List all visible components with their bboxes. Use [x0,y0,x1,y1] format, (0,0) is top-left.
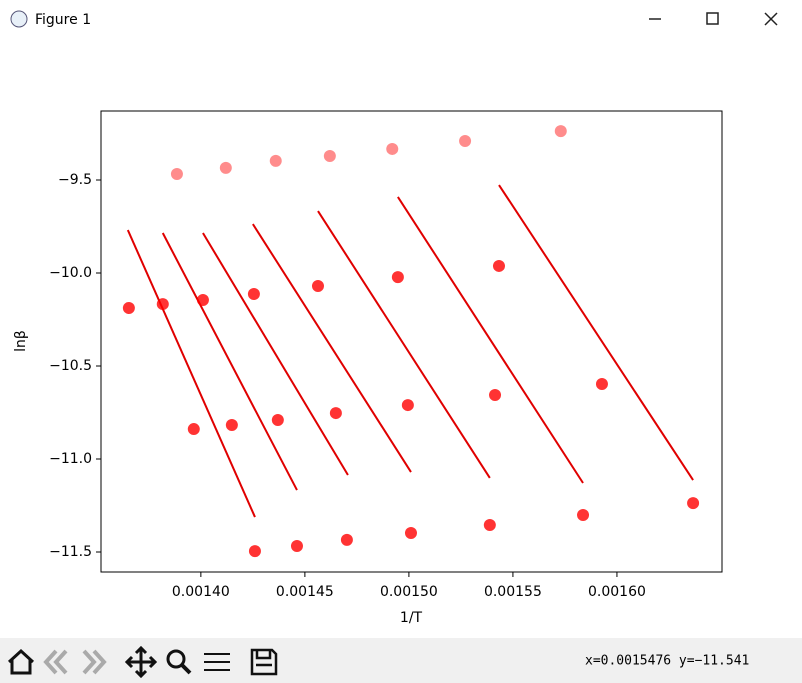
x-tick-label: 0.00150 [380,584,438,600]
x-tick-label: 0.00160 [588,584,646,600]
fit-line [498,184,694,481]
fit-line [161,232,298,491]
data-point [459,134,472,147]
data-point [269,154,282,167]
forward-button[interactable] [82,649,107,675]
data-point [554,125,567,138]
data-point [247,288,260,301]
home-button[interactable] [7,648,35,675]
data-point [156,298,169,311]
data-point [122,301,135,314]
y-tick-label: −11.5 [49,544,92,560]
x-axis-label: 1/T [400,610,423,626]
y-tick-label: −9.5 [58,172,92,188]
y-axis-label: lnβ [13,330,29,352]
pan-button[interactable] [124,645,158,679]
data-point [170,168,183,181]
back-button[interactable] [43,649,68,675]
plot-frame [100,110,723,573]
configure-button[interactable] [204,653,230,671]
data-point [225,418,238,431]
fit-line [397,196,584,484]
data-point [489,389,502,402]
data-point [595,378,608,391]
data-point [391,271,404,284]
fit-line [317,210,491,479]
zoom-button[interactable] [166,649,192,675]
data-point [687,497,700,510]
fit-line [202,232,349,476]
data-point [187,423,200,436]
window-title: Figure 1 [35,12,91,28]
y-tick-label: −10.5 [49,358,92,374]
data-point [404,527,417,540]
save-button[interactable] [250,648,278,676]
data-point [311,280,324,293]
fit-line [252,223,412,473]
close-button[interactable] [764,12,778,26]
x-tick-label: 0.00145 [276,584,334,600]
data-point [340,533,353,546]
data-point [219,161,232,174]
y-tick-label: −10.0 [49,265,92,281]
fit-line [126,229,256,518]
data-point [386,142,399,155]
data-point [401,399,414,412]
data-point [290,540,303,553]
data-point [577,508,590,521]
x-tick-label: 0.00140 [172,584,230,600]
data-point [248,545,261,558]
data-point [323,150,336,163]
data-point [329,407,342,420]
data-point [492,259,505,272]
data-point [483,519,496,532]
app-icon [10,10,28,28]
y-tick-label: −11.0 [49,451,92,467]
data-point [196,293,209,306]
status-text: x=0.0015476 y=−11.541 [585,654,749,669]
maximize-button[interactable] [706,12,719,25]
data-point [271,413,284,426]
x-tick-label: 0.00155 [484,584,542,600]
